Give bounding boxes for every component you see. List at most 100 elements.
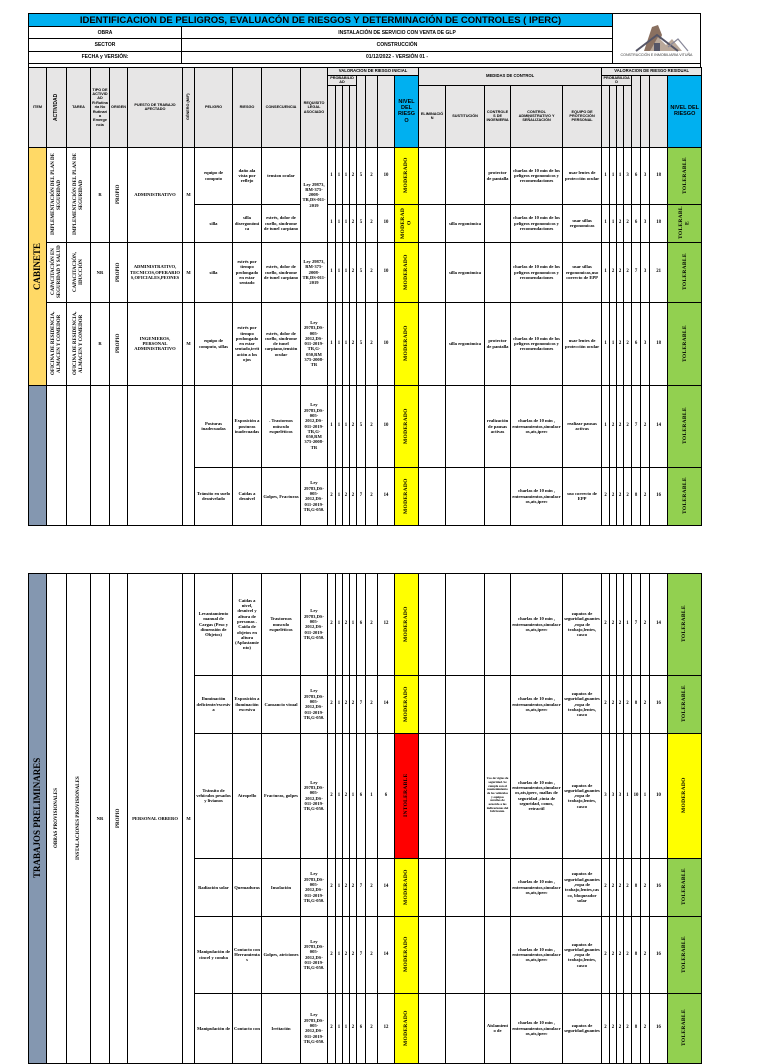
ppe-cell: usar lentes de protección ocular xyxy=(562,146,603,205)
initial-level-badge: MODERADO xyxy=(394,572,419,676)
table-row: Posturas inadecuadas Exposición a postura… xyxy=(28,384,703,526)
initial-value-cell: 14 xyxy=(377,674,395,734)
initial-value-cell: 2 xyxy=(365,572,378,676)
residual-value-cell: 10 xyxy=(631,732,641,859)
initial-value-cell: 2 xyxy=(349,241,357,303)
initial-level-badge: MODERADO xyxy=(393,146,420,205)
initial-level-badge-text: MODERADO xyxy=(403,869,410,906)
residual-value-cell: 2 xyxy=(623,674,632,734)
residual-value-cell: 2 xyxy=(601,674,610,734)
residual-value-cell: 2 xyxy=(640,915,650,994)
residual-value-cell: 1 xyxy=(601,301,611,386)
residual-value-cell: 2 xyxy=(616,384,625,468)
consequence-cell: Fracturas, golpes xyxy=(261,732,301,859)
substitution-cell xyxy=(445,857,485,917)
residual-value-cell: 7 xyxy=(631,572,641,676)
initial-level-badge: MODERADO xyxy=(393,466,420,526)
iperc-tables: ITEM ACTIVIDAD TAREA TIPO DE ACTIVIDAD R… xyxy=(28,67,703,1064)
initial-value-cell: 2 xyxy=(342,732,350,859)
task-cell-text: OFICINA DE RESIDENCIA, ALMACEN Y COMEDOR xyxy=(72,311,84,376)
activity-cell-text: CAPACITACIÓN EN SEGURIDAD Y SALUD xyxy=(50,245,62,299)
iperc-table-page-1: ITEM ACTIVIDAD TAREA TIPO DE ACTIVIDAD R… xyxy=(28,67,703,526)
hazard-cell: equipo de computo, sillas xyxy=(194,301,233,386)
initial-value-cell: 2 xyxy=(365,466,378,526)
origin-cell-text: PROPIO xyxy=(115,334,121,354)
residual-value-cell: 1 xyxy=(640,732,650,859)
substitution-cell xyxy=(445,572,485,676)
initial-value-cell: 2 xyxy=(349,857,357,917)
initial-value-cell: 1 xyxy=(365,732,378,859)
residual-value-cell: 2 xyxy=(616,992,624,1064)
col-initial-score xyxy=(377,75,395,148)
legal-cell: Ley 29783,DS-005-2012,DS-011-2019-TR,G-0… xyxy=(300,674,328,734)
initial-value-cell: 1 xyxy=(349,732,357,859)
residual-value-cell: 2 xyxy=(616,241,625,303)
initial-value-cell: 7 xyxy=(356,466,366,526)
residual-value-cell: 2 xyxy=(609,992,617,1064)
residual-value-cell: 3 xyxy=(609,732,617,859)
initial-value-cell: 10 xyxy=(377,301,395,386)
initial-value-cell: 1 xyxy=(327,241,336,303)
residual-value-cell: 16 xyxy=(649,857,668,917)
residual-value-cell: 2 xyxy=(609,915,617,994)
initial-value-cell: 2 xyxy=(349,466,357,526)
residual-value-cell: 2 xyxy=(601,466,611,526)
task-cell-text: INSTALACIONES PROVISIONALES xyxy=(75,776,81,861)
activity-cell xyxy=(46,384,67,526)
risk-cell: Caídas a nivel, desnivel y altura de per… xyxy=(232,572,262,676)
initial-value-cell: 1 xyxy=(342,146,350,205)
legal-cell: Ley 29783,DS-005-2012,DS-011-2019-TR,G-0… xyxy=(300,857,328,917)
residual-value-cell: 2 xyxy=(609,857,617,917)
field-label: SECTOR xyxy=(28,39,182,52)
initial-value-cell: 10 xyxy=(377,384,395,468)
substitution-cell: silla ergonómica xyxy=(445,301,486,386)
initial-level-badge-text: MODERADO xyxy=(403,157,410,194)
origin-cell: PROPIO xyxy=(109,301,128,386)
col-initial-valuation: VALORACION DE RIESGO INICIAL xyxy=(326,67,420,76)
col-activity-label: ACTIVIDAD xyxy=(52,93,59,121)
residual-value-cell: 18 xyxy=(649,146,669,205)
col-initial-index xyxy=(365,75,378,148)
col-residual-severity xyxy=(631,75,642,148)
initial-level-badge-text: MODERADO xyxy=(403,1010,410,1047)
initial-level-badge-text: INTOLERABLE xyxy=(403,773,410,818)
risk-cell: Contacto con xyxy=(232,992,262,1064)
col-item: ITEM xyxy=(28,67,47,148)
origin-cell-text: PROPIO xyxy=(115,808,121,828)
col-residual-prob-4 xyxy=(623,84,633,148)
task-cell: IMPLEMENTACIÓN DEL PLAN DE SEGURIDAD xyxy=(66,146,91,243)
substitution-cell xyxy=(445,915,485,994)
risk-cell: Exposición a posturas inadecuadas xyxy=(232,384,262,468)
elimination-cell xyxy=(418,466,447,526)
ppe-cell: usar sillas ergonomicas,uso correcto de … xyxy=(562,241,603,303)
residual-value-cell: 2 xyxy=(601,992,610,1064)
gender-cell: M xyxy=(182,301,195,386)
item-cell xyxy=(28,384,47,526)
house-mountain-logo-icon xyxy=(634,24,688,52)
field-label: FECHA y VERSIÓN: xyxy=(28,51,182,64)
legal-cell: Ley 29873, RM-375-2008-TR,DS-011-2019 xyxy=(300,146,328,243)
initial-value-cell: 6 xyxy=(377,732,395,859)
residual-value-cell: 2 xyxy=(640,572,650,676)
col-substitution: SUSTITUCIÓN xyxy=(445,84,486,148)
residual-value-cell: 2 xyxy=(609,572,617,676)
initial-value-cell: 2 xyxy=(365,301,378,386)
residual-level-badge-text: TOLERABLE xyxy=(678,206,691,240)
table-row: Tránsito de vehículos pesados y livianos… xyxy=(29,732,702,859)
col-initial-prob-4 xyxy=(349,84,357,148)
activity-cell-text: OFICINA DE RESIDENCIA, ALMACEN Y COMEDOR xyxy=(50,311,62,376)
residual-value-cell: 2 xyxy=(623,992,632,1064)
residual-value-cell: 14 xyxy=(649,572,668,676)
origin-cell xyxy=(109,384,128,526)
residual-value-cell: 6 xyxy=(631,146,642,205)
initial-value-cell: 2 xyxy=(342,572,350,676)
administrative-cell: charlas de 10 min , entrenamientos,simul… xyxy=(510,466,564,526)
elimination-cell xyxy=(418,241,447,303)
initial-value-cell: 1 xyxy=(335,992,343,1064)
table-row: OFICINA DE RESIDENCIA, ALMACEN Y COMEDOR… xyxy=(29,301,703,386)
risk-cell: Caídas a desnivel xyxy=(232,466,262,526)
initial-level-badge: MODERADO xyxy=(393,203,420,243)
initial-value-cell: 2 xyxy=(365,857,378,917)
residual-value-cell: 2 xyxy=(623,301,633,386)
type-cell xyxy=(90,384,110,526)
